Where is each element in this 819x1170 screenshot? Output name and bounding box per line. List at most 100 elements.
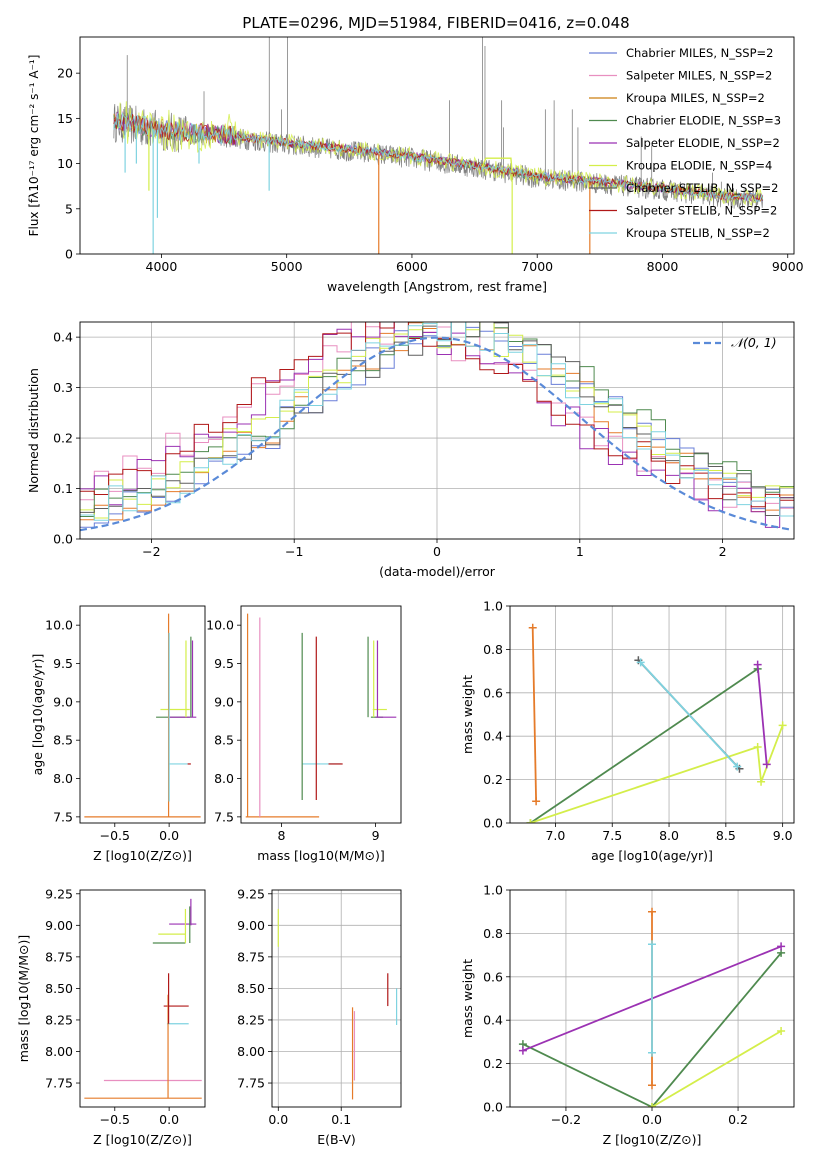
y-tick-label: 8.25 xyxy=(237,1012,265,1027)
mass-vs-ebv-panel: 0.0 0.1 7.75 8.00 8.25 8.50 8.75 9.00 9.25 E(B-V) xyxy=(237,886,402,1147)
residual-histogram xyxy=(80,322,794,508)
x-tick-label: 5000 xyxy=(271,259,303,274)
y-tick-label: 0.4 xyxy=(53,330,73,345)
axes-frame xyxy=(240,605,402,824)
legend-label: 𝒩(0, 1) xyxy=(731,335,777,350)
x-axis-label: E(B-V) xyxy=(317,1132,356,1147)
model-spectrum-segment xyxy=(481,157,513,173)
y-tick-label: 9.0 xyxy=(214,694,234,709)
weight-marker xyxy=(648,1048,656,1057)
x-tick-label: 6000 xyxy=(396,259,428,274)
y-axis-label: mass [log10(M/M⊙)] xyxy=(16,935,31,1063)
weight-marker xyxy=(753,743,762,752)
y-tick-label: 0.0 xyxy=(483,816,503,831)
x-tick-label: 7.5 xyxy=(602,828,622,843)
weight-marker xyxy=(528,623,537,632)
x-tick-label: 2 xyxy=(719,544,727,559)
model-spectrum-line xyxy=(113,101,764,207)
age-vs-mass-panel: 8 9 7.5 8.0 8.5 9.0 9.5 10.0 mass [log10(M/M⊙)] xyxy=(206,605,402,863)
y-tick-label: 9.25 xyxy=(45,886,73,901)
axes-frame xyxy=(79,605,206,824)
y-tick-label: 8.0 xyxy=(53,771,73,786)
x-tick-label: 4000 xyxy=(146,259,178,274)
weight-marker xyxy=(648,1103,656,1107)
y-tick-label: 0.3 xyxy=(53,380,73,395)
weight-marker xyxy=(757,777,766,786)
legend-label: Salpeter MILES, N_SSP=2 xyxy=(626,69,772,83)
weight-line xyxy=(531,627,537,802)
legend-label: Kroupa MILES, N_SSP=2 xyxy=(626,91,765,105)
y-tick-label: 1.0 xyxy=(483,599,503,614)
y-tick-label: 8.75 xyxy=(45,949,73,964)
y-tick-label: 8.5 xyxy=(214,733,234,748)
plot-area xyxy=(113,37,764,254)
weight-marker xyxy=(518,1046,527,1055)
plot-area xyxy=(518,907,786,1107)
y-tick-label: 9.25 xyxy=(237,886,265,901)
y-tick-label: 9.00 xyxy=(45,918,73,933)
y-tick-label: 20 xyxy=(57,66,73,81)
x-tick-label: 8.0 xyxy=(659,828,679,843)
age-vs-metallicity-panel: −0.5 0.0 7.5 8.0 8.5 9.0 9.5 10.0 Z [log10(Z/Z⊙)… xyxy=(30,605,206,863)
residuals-panel: −2 −1 0 1 2 0.0 0.1 0.2 0.3 0.4 (data-model)/error… xyxy=(26,321,795,579)
weight-line xyxy=(639,661,738,768)
y-tick-label: 0.6 xyxy=(483,685,503,700)
plot-area xyxy=(526,623,787,823)
weight-marker xyxy=(777,942,786,951)
x-tick-label: 8 xyxy=(277,828,285,843)
spectrum-legend: Chabrier MILES, N_SSP=2 Salpeter MILES, N… xyxy=(589,46,781,240)
y-tick-label: 8.00 xyxy=(45,1044,73,1059)
legend-label: Chabrier STELIB, N_SSP=2 xyxy=(626,181,778,195)
x-tick-label: 0.0 xyxy=(268,1112,288,1127)
spectrum-title: PLATE=0296, MJD=51984, FIBERID=0416, z=0… xyxy=(242,14,629,32)
x-axis-label: Z [log10(Z/Z⊙)] xyxy=(93,848,192,863)
x-tick-label: −2 xyxy=(142,544,160,559)
weight-line xyxy=(756,664,768,765)
weight-line xyxy=(530,725,784,823)
y-tick-label: 8.50 xyxy=(45,981,73,996)
y-tick-label: 0.4 xyxy=(483,1013,503,1028)
y-tick-label: 0.2 xyxy=(483,772,503,787)
weight-marker xyxy=(753,660,762,669)
x-tick-label: 9.0 xyxy=(773,828,793,843)
x-axis-label: Z [log10(Z/Z⊙)] xyxy=(93,1132,192,1147)
y-tick-label: 8.00 xyxy=(237,1044,265,1059)
legend-label: Salpeter ELODIE, N_SSP=2 xyxy=(626,136,780,150)
y-axis-label: Normed distribution xyxy=(26,368,41,493)
y-tick-label: 0.1 xyxy=(53,481,73,496)
residual-histogram xyxy=(80,322,794,521)
weight-marker xyxy=(733,762,742,771)
axes-frame xyxy=(509,889,795,1108)
y-tick-label: 0.0 xyxy=(53,532,73,547)
gaussian-curve xyxy=(80,336,792,532)
weight-line xyxy=(522,952,782,1107)
y-tick-label: 9.5 xyxy=(53,656,73,671)
axes-frame xyxy=(79,36,795,255)
y-tick-label: 0.6 xyxy=(483,969,503,984)
y-tick-label: 0.0 xyxy=(483,1100,503,1115)
weight-vs-age-panel: 7.0 7.5 8.0 8.5 9.0 0.0 0.2 0.4 0.6 0.8 1.0 age [lo… xyxy=(460,599,795,863)
x-tick-label: 0.0 xyxy=(159,1112,179,1127)
x-tick-label: 0.2 xyxy=(728,1112,748,1127)
x-axis-label: (data-model)/error xyxy=(379,564,496,579)
x-tick-label: 9000 xyxy=(772,259,804,274)
axes-frame xyxy=(271,889,402,1108)
legend-label: Kroupa ELODIE, N_SSP=4 xyxy=(626,159,772,173)
x-tick-label: 0.1 xyxy=(331,1112,351,1127)
weight-marker xyxy=(777,1027,786,1036)
axes-frame xyxy=(79,321,795,540)
weight-line xyxy=(529,668,759,823)
plot-area xyxy=(272,890,401,1107)
weight-marker xyxy=(532,797,541,806)
x-tick-label: 9 xyxy=(372,828,380,843)
weight-marker xyxy=(648,907,656,916)
weight-marker xyxy=(526,819,535,823)
x-tick-label: 8000 xyxy=(647,259,679,274)
x-tick-label: −0.5 xyxy=(100,1112,130,1127)
x-axis-label: age [log10(age/yr)] xyxy=(591,848,713,863)
y-tick-label: 5 xyxy=(65,201,73,216)
y-tick-label: 1.0 xyxy=(483,883,503,898)
y-axis-label: age [log10(age/yr)] xyxy=(30,654,45,776)
y-tick-label: 8.50 xyxy=(237,981,265,996)
